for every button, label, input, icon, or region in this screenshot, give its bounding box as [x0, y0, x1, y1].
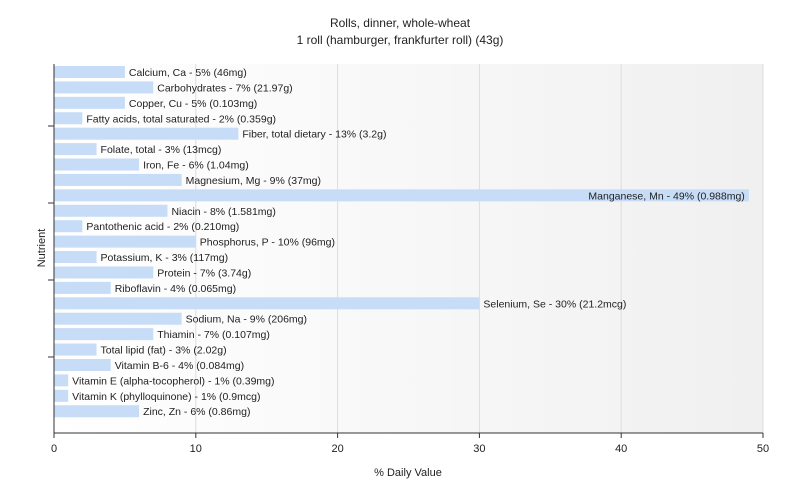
bar-label: Sodium, Na - 9% (206mg): [186, 314, 307, 326]
gridlines: [195, 64, 764, 433]
bar-label: Riboflavin - 4% (0.065mg): [115, 283, 236, 295]
bar-label: Vitamin B-6 - 4% (0.084mg): [115, 360, 244, 372]
bar: [54, 189, 749, 202]
bars: Calcium, Ca - 5% (46mg) Carbohydrates - 7…: [54, 66, 749, 418]
bar: [54, 374, 69, 387]
bar: [54, 173, 182, 186]
bar-label: Carbohydrates - 7% (21.97g): [157, 82, 292, 94]
x-tick-label: 0: [51, 443, 57, 455]
bar: [54, 281, 111, 294]
plot-area: [54, 64, 763, 433]
bar-label: Calcium, Ca - 5% (46mg): [129, 67, 247, 79]
bar-label: Selenium, Se - 30% (21.2mcg): [483, 298, 626, 310]
bar: [54, 204, 168, 217]
bar: [54, 389, 69, 402]
bar-label: Phosphorus, P - 10% (96mg): [200, 237, 335, 249]
bar: [54, 127, 239, 140]
bar: [54, 251, 97, 264]
bar-label: Vitamin K (phylloquinone) - 1% (0.9mcg): [72, 391, 260, 403]
bar: [54, 158, 140, 171]
x-tick-label: 30: [473, 443, 485, 455]
bar: [54, 343, 97, 356]
bar-label: Thiamin - 7% (0.107mg): [157, 329, 270, 341]
x-tick-label: 10: [190, 443, 202, 455]
bar: [54, 266, 154, 279]
bar-label: Protein - 7% (3.74g): [157, 267, 251, 279]
bar-label: Fatty acids, total saturated - 2% (0.359…: [86, 113, 276, 125]
y-axis-title: Nutrient: [36, 229, 48, 268]
bar: [54, 312, 182, 325]
bar: [54, 96, 125, 109]
bar-label: Pantothenic acid - 2% (0.210mg): [86, 221, 239, 233]
bar: [54, 235, 196, 248]
chart-subtitle: 1 roll (hamburger, frankfurter roll) (43…: [297, 33, 504, 47]
bar-label: Niacin - 8% (1.581mg): [171, 206, 275, 218]
bar-label: Iron, Fe - 6% (1.04mg): [143, 160, 249, 172]
bar: [54, 328, 154, 341]
bar-label: Magnesium, Mg - 9% (37mg): [186, 175, 321, 187]
x-tick-label: 40: [615, 443, 627, 455]
bar: [54, 405, 140, 418]
bar-label: Vitamin E (alpha-tocopherol) - 1% (0.39m…: [72, 375, 274, 387]
bar: [54, 66, 125, 78]
bar-label: Folate, total - 3% (13mcg): [101, 144, 222, 156]
bar-label: Total lipid (fat) - 3% (2.02g): [101, 345, 227, 357]
bar: [54, 297, 480, 310]
bar: [54, 143, 97, 156]
x-axis-ticks: 0 10 20 30 40 50: [51, 433, 769, 455]
bar: [54, 112, 83, 125]
bar: [54, 358, 111, 371]
bar-label: Potassium, K - 3% (117mg): [101, 252, 229, 264]
bar-label: Manganese, Mn - 49% (0.988mg): [588, 190, 744, 202]
bar-label: Copper, Cu - 5% (0.103mg): [129, 98, 257, 110]
bar: [54, 220, 83, 233]
x-tick-label: 20: [331, 443, 343, 455]
chart-title: Rolls, dinner, whole-wheat: [330, 16, 471, 30]
bar-label: Zinc, Zn - 6% (0.86mg): [143, 406, 250, 418]
x-tick-label: 50: [757, 443, 769, 455]
bar: [54, 81, 154, 94]
bar-label: Fiber, total dietary - 13% (3.2g): [242, 129, 386, 141]
x-axis-title: % Daily Value: [374, 467, 442, 479]
